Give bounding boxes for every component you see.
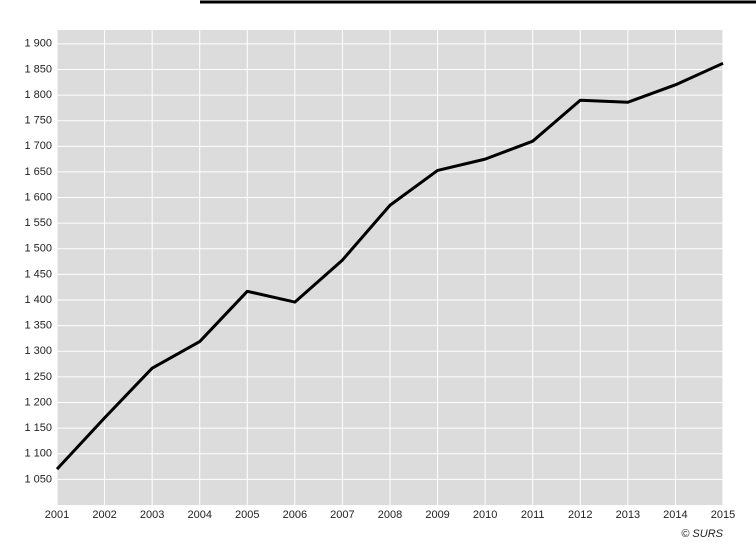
y-tick-label: 1 600 <box>24 191 52 203</box>
y-tick-label: 1 400 <box>24 294 52 306</box>
source: © SURS <box>681 528 723 540</box>
x-tick-label: 2008 <box>378 509 402 521</box>
y-tick-label: 1 500 <box>24 243 52 255</box>
x-tick-label: 2004 <box>187 509 211 521</box>
y-tick-label: 1 700 <box>24 140 52 152</box>
x-tick-label: 2005 <box>235 509 259 521</box>
y-tick-label: 1 100 <box>24 448 52 460</box>
x-tick-label: 2001 <box>45 509 69 521</box>
y-tick-label: 1 900 <box>24 38 52 50</box>
x-tick-label: 2007 <box>330 509 354 521</box>
y-tick-label: 1 300 <box>24 345 52 357</box>
y-tick-label: 1 050 <box>24 473 52 485</box>
x-tick-label: 2006 <box>283 509 307 521</box>
y-tick-label: 1 650 <box>24 166 52 178</box>
x-tick-label: 2010 <box>473 509 497 521</box>
x-tick-label: 2011 <box>521 509 545 521</box>
y-tick-label: 1 850 <box>24 63 52 75</box>
y-tick-label: 1 250 <box>24 371 52 383</box>
y-tick-label: 1 800 <box>24 89 52 101</box>
x-tick-label: 2002 <box>92 509 116 521</box>
x-tick-label: 2014 <box>663 509 687 521</box>
line <box>55 61 724 471</box>
x-tick-label: 2012 <box>568 509 592 521</box>
y-tick-label: 1 350 <box>24 320 52 332</box>
y-tick-label: 1 550 <box>24 217 52 229</box>
y-tick-label: 1 450 <box>24 268 52 280</box>
x-tick-label: 2013 <box>616 509 640 521</box>
y-tick-label: 1 200 <box>24 396 52 408</box>
x-tick-label: 2015 <box>711 509 735 521</box>
x-tick-label: 2009 <box>425 509 449 521</box>
y-tick-label: 1 150 <box>24 422 52 434</box>
x-tick-label: 2003 <box>140 509 164 521</box>
y-tick-label: 1 750 <box>24 115 52 127</box>
